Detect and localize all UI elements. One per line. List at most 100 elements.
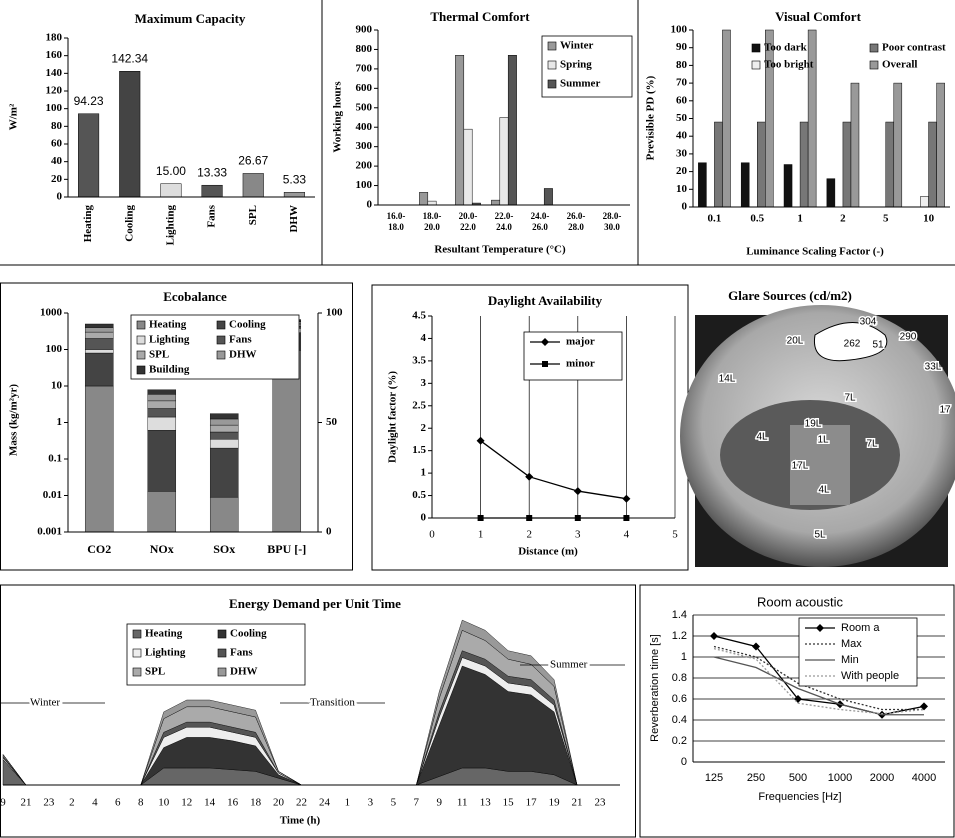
marker [710, 632, 718, 640]
x-tick-label: 5 [672, 529, 678, 541]
legend-label: Min [841, 654, 859, 666]
x-axis-label: Resultant Temperature (°C) [434, 244, 566, 256]
legend-swatch [548, 61, 556, 69]
y-tick-label: 2.5 [412, 399, 426, 411]
x-tick-label: 5 [391, 797, 397, 809]
y-tick-label: 300 [356, 140, 373, 152]
chart-panel: 30429020L2625133L14L7L1719L4L1L7L17L4L5L… [680, 288, 955, 567]
y-tick-label: 160 [46, 49, 63, 61]
x-tick-label: 20.0-22.0 [459, 211, 478, 232]
bar-segment [85, 332, 113, 338]
glare-label: 14L [719, 374, 736, 385]
legend-label: DHW [229, 349, 257, 361]
x-tick-label: 250 [747, 772, 765, 784]
y-tick-label: 1 [57, 416, 63, 428]
marker [526, 515, 532, 521]
x-tick-label: 0.1 [708, 213, 722, 225]
x-tick-label: 22.0-24.0 [495, 211, 514, 232]
glare-label: 7L [866, 439, 878, 450]
y-tick-label: 1 [681, 651, 687, 663]
x-tick-label: 125 [705, 772, 723, 784]
y-tick-label: 600 [356, 82, 373, 94]
legend-label: Overall [882, 59, 917, 71]
x-tick-label: 16.0-18.0 [387, 211, 406, 232]
legend-label: Lighting [145, 647, 186, 659]
legend-swatch [752, 44, 760, 52]
y-tick-label: 0.01 [43, 489, 62, 501]
x-axis-label: Frequencies [Hz] [758, 791, 841, 803]
legend-label: Heating [145, 628, 183, 640]
bar [741, 163, 749, 207]
bar-segment [148, 491, 176, 532]
x-tick-label: 23 [595, 797, 607, 809]
x-tick-label: 4 [92, 797, 98, 809]
y-tick-label: 60 [51, 138, 63, 150]
bar-segment [85, 339, 113, 350]
glare-label: 17L [792, 461, 809, 472]
y-axis-label: Daylight factor (%) [387, 371, 399, 463]
bar [161, 184, 182, 197]
legend-swatch [870, 61, 878, 69]
x-tick-label: 3 [368, 797, 374, 809]
y-tick-label: 0.5 [412, 489, 426, 501]
chart-title: Glare Sources (cd/m2) [728, 288, 852, 303]
x-tick-label: 16 [227, 797, 239, 809]
line [481, 441, 627, 499]
marker [622, 495, 630, 503]
x-axis-label: Time (h) [280, 815, 321, 827]
x-tick-label: 1000 [828, 772, 852, 784]
y2-tick-label: 0 [326, 526, 332, 538]
y-tick-label: 70 [676, 77, 688, 89]
legend-label: Spring [560, 59, 592, 71]
y-tick-label: 100 [671, 24, 688, 36]
glare-label: 19L [805, 419, 822, 430]
bar [765, 30, 773, 207]
legend-label: major [566, 336, 595, 348]
y-tick-label: 2 [421, 422, 427, 434]
value-label: 5.33 [283, 172, 307, 186]
bar [500, 118, 508, 206]
bar [929, 122, 937, 207]
y-axis-label: Mass (kg/m²yr) [8, 384, 20, 456]
bar [243, 173, 264, 197]
value-label: 13.33 [197, 165, 227, 179]
legend-swatch [217, 336, 225, 344]
chart-panel: 01020304050607080901000.10.512510Too dar… [645, 9, 950, 258]
bar [78, 114, 99, 197]
bar [886, 122, 894, 207]
bar-segment [148, 401, 176, 409]
legend-label: Cooling [229, 319, 266, 331]
x-tick-label: 24 [319, 797, 331, 809]
x-tick-label: 22 [296, 797, 307, 809]
x-tick-label: Lighting [164, 205, 176, 246]
x-tick-label: 11 [457, 797, 468, 809]
x-tick-label: 10 [923, 213, 935, 225]
legend-label: Cooling [230, 628, 267, 640]
bar [428, 201, 436, 205]
y-tick-label: 4 [421, 332, 427, 344]
chart-title: Ecobalance [163, 289, 227, 304]
x-tick-label: 2 [526, 529, 532, 541]
bar [455, 55, 463, 205]
legend-swatch [217, 351, 225, 359]
legend-label: Summer [560, 78, 600, 90]
bar-segment [85, 353, 113, 386]
x-tick-label: 6 [115, 797, 121, 809]
bar [698, 163, 706, 207]
legend-label: SPL [145, 666, 165, 678]
y-tick-label: 100 [46, 102, 63, 114]
x-tick-label: 14 [204, 797, 216, 809]
y2-tick-label: 100 [326, 307, 343, 319]
value-label: 142.34 [111, 51, 148, 65]
marker [574, 487, 582, 495]
y-tick-label: 100 [356, 179, 373, 191]
glare-label: 4L [818, 485, 830, 496]
x-tick-label: 9 [0, 797, 6, 809]
bar-segment [148, 409, 176, 417]
x-axis-label: Luminance Scaling Factor (-) [746, 246, 884, 258]
x-tick-label: 13 [480, 797, 492, 809]
legend-label: Lighting [149, 334, 190, 346]
bar-segment [210, 497, 238, 532]
x-tick-label: 3 [575, 529, 581, 541]
legend-marker [542, 361, 548, 367]
